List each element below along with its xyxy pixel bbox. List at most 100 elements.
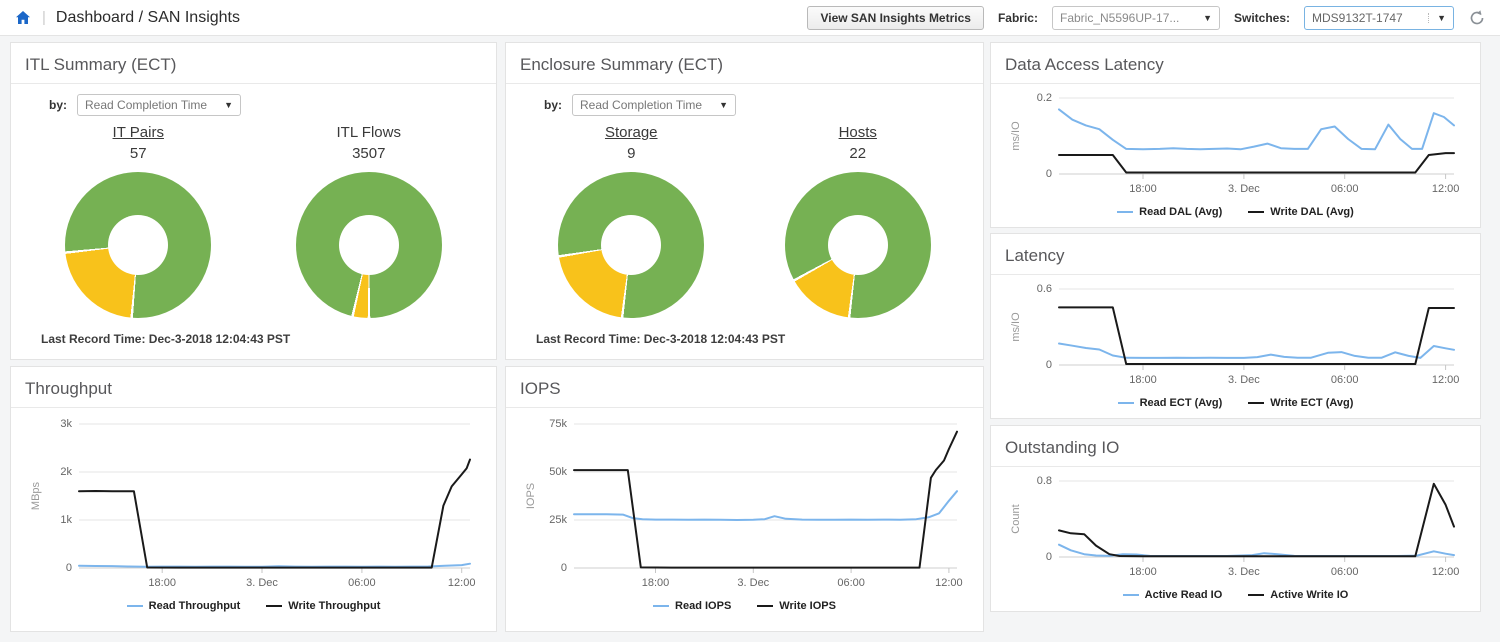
- legend-item[interactable]: Write IOPS: [757, 600, 836, 612]
- by-label: by:: [544, 98, 562, 112]
- svg-text:18:00: 18:00: [1129, 183, 1157, 195]
- outstanding-io-chart: 0 0.8 18:00 3. Dec 06:00 12:00 Count: [1003, 471, 1468, 583]
- last-record-time: Last Record Time: Dec-3-2018 12:04:43 PS…: [536, 332, 786, 346]
- svg-text:0: 0: [1046, 551, 1052, 563]
- title-divider: [506, 407, 983, 408]
- panel-title: ITL Summary (ECT): [25, 55, 177, 74]
- legend-label: Read DAL (Avg): [1139, 206, 1223, 218]
- svg-text:3k: 3k: [60, 418, 72, 430]
- chart-legend: Read ECT (Avg) Write ECT (Avg): [1003, 397, 1468, 409]
- svg-text:0: 0: [66, 562, 72, 574]
- svg-text:06:00: 06:00: [837, 577, 865, 589]
- switches-select[interactable]: MDS9132T-1747 ▼: [1304, 5, 1454, 30]
- topbar-separator: |: [42, 9, 46, 26]
- refresh-icon[interactable]: [1468, 9, 1486, 27]
- fabric-select[interactable]: Fabric_N5596UP-17... ▼: [1051, 5, 1220, 30]
- panel-outstanding-io: Outstanding IO 0 0.8 18:00 3. Dec 06:00 12:00…: [990, 425, 1481, 612]
- legend-item[interactable]: Write DAL (Avg): [1248, 206, 1354, 218]
- panel-title: Latency: [1005, 246, 1065, 265]
- itl-flows-donut-chart[interactable]: [295, 172, 442, 318]
- svg-text:12:00: 12:00: [1432, 183, 1460, 195]
- latency-chart: 0 0.6 18:00 3. Dec 06:00 12:00 ms/IO: [1003, 279, 1468, 391]
- it-pairs-donut-chart[interactable]: [65, 172, 212, 318]
- svg-text:0.2: 0.2: [1037, 92, 1052, 104]
- itl-by-select[interactable]: Read Completion Time ▼: [77, 94, 241, 116]
- by-row: by: Read Completion Time ▼: [544, 94, 971, 116]
- legend-item[interactable]: Active Write IO: [1248, 589, 1348, 601]
- it-pairs-count: 57: [129, 145, 147, 162]
- title-divider: [991, 466, 1480, 467]
- legend-item[interactable]: Write Throughput: [266, 600, 380, 612]
- svg-text:18:00: 18:00: [1129, 566, 1157, 578]
- donut-row: IT Pairs 57 ITL Flows 3507: [23, 118, 484, 318]
- breadcrumb: Dashboard / SAN Insights: [55, 8, 240, 26]
- donut-col-it-pairs: IT Pairs 57: [23, 118, 254, 318]
- chevron-down-icon: ▼: [1428, 12, 1446, 23]
- fabric-label: Fabric:: [997, 10, 1038, 25]
- legend-label: Active Write IO: [1270, 589, 1349, 601]
- svg-text:3. Dec: 3. Dec: [1228, 374, 1260, 386]
- svg-text:3. Dec: 3. Dec: [737, 577, 769, 589]
- title-divider: [11, 83, 496, 84]
- panel-enclosure-summary: Enclosure Summary (ECT) by: Read Complet…: [505, 42, 984, 360]
- legend-item[interactable]: Read ECT (Avg): [1117, 397, 1222, 409]
- donut-col-itl-flows: ITL Flows 3507: [254, 118, 485, 318]
- legend-label: Write Throughput: [288, 600, 381, 612]
- legend-item[interactable]: Read DAL (Avg): [1117, 206, 1222, 218]
- fabric-select-value: Fabric_N5596UP-17...: [1059, 10, 1180, 25]
- legend-label: Write IOPS: [779, 600, 836, 612]
- legend-item[interactable]: Active Read IO: [1122, 589, 1223, 601]
- storage-link[interactable]: Storage: [604, 124, 658, 141]
- it-pairs-link[interactable]: IT Pairs: [112, 124, 164, 141]
- legend-item[interactable]: Read Throughput: [126, 600, 241, 612]
- legend-label: Active Read IO: [1144, 589, 1223, 601]
- panel-throughput: Throughput 0 1k 2k 3k 18:00 3. Dec 06:00 12:00 M…: [10, 366, 497, 632]
- svg-text:0: 0: [561, 562, 567, 574]
- title-divider: [11, 407, 496, 408]
- panel-title: Throughput: [25, 379, 112, 398]
- chart-legend: Read Throughput Write Throughput: [23, 600, 484, 612]
- legend-swatch: [266, 605, 283, 607]
- switches-select-value: MDS9132T-1747: [1312, 10, 1403, 25]
- legend-item[interactable]: Write ECT (Avg): [1248, 397, 1353, 409]
- chevron-down-icon: ▼: [1203, 12, 1212, 23]
- throughput-chart: 0 1k 2k 3k 18:00 3. Dec 06:00 12:00 MBps: [23, 414, 484, 594]
- enclosure-by-select-value: Read Completion Time: [580, 98, 703, 112]
- by-label: by:: [49, 98, 67, 112]
- svg-text:06:00: 06:00: [348, 577, 376, 589]
- chart-legend: Read IOPS Write IOPS: [518, 600, 971, 612]
- panel-latency: Latency 0 0.6 18:00 3. Dec 06:00 12:00 ms/IO R…: [990, 233, 1481, 419]
- by-row: by: Read Completion Time ▼: [49, 94, 484, 116]
- svg-text:50k: 50k: [549, 466, 567, 478]
- svg-text:75k: 75k: [549, 418, 567, 430]
- svg-text:3. Dec: 3. Dec: [1228, 566, 1260, 578]
- svg-text:06:00: 06:00: [1331, 374, 1359, 386]
- home-icon[interactable]: [14, 9, 32, 27]
- panel-title: IOPS: [520, 379, 561, 398]
- legend-swatch: [1248, 594, 1265, 596]
- svg-text:ms/IO: ms/IO: [1010, 312, 1022, 342]
- enclosure-by-select[interactable]: Read Completion Time ▼: [572, 94, 736, 116]
- svg-text:Count: Count: [1010, 504, 1022, 533]
- topbar-controls: View SAN Insights Metrics Fabric: Fabric…: [807, 5, 1486, 30]
- panel-iops: IOPS 0 25k 50k 75k 18:00 3. Dec 06:00 12:00 IOPS…: [505, 366, 984, 632]
- svg-text:12:00: 12:00: [448, 577, 476, 589]
- storage-count: 9: [627, 145, 636, 162]
- svg-text:ms/IO: ms/IO: [1010, 121, 1022, 151]
- legend-label: Read Throughput: [148, 600, 241, 612]
- hosts-donut-chart[interactable]: [784, 172, 931, 318]
- storage-donut-chart[interactable]: [558, 172, 705, 318]
- hosts-link[interactable]: Hosts: [838, 124, 877, 141]
- donut-col-storage: Storage 9: [518, 118, 745, 318]
- legend-label: Write DAL (Avg): [1270, 206, 1354, 218]
- svg-text:0.6: 0.6: [1037, 283, 1052, 295]
- svg-text:3. Dec: 3. Dec: [1228, 183, 1260, 195]
- view-san-insights-metrics-button[interactable]: View SAN Insights Metrics: [807, 5, 984, 30]
- legend-item[interactable]: Read IOPS: [653, 600, 731, 612]
- last-record-time: Last Record Time: Dec-3-2018 12:04:43 PS…: [41, 332, 291, 346]
- legend-swatch: [1117, 402, 1134, 404]
- legend-label: Read IOPS: [675, 600, 732, 612]
- itl-flows-count: 3507: [352, 145, 386, 162]
- svg-text:0: 0: [1046, 168, 1052, 180]
- legend-label: Write ECT (Avg): [1270, 397, 1354, 409]
